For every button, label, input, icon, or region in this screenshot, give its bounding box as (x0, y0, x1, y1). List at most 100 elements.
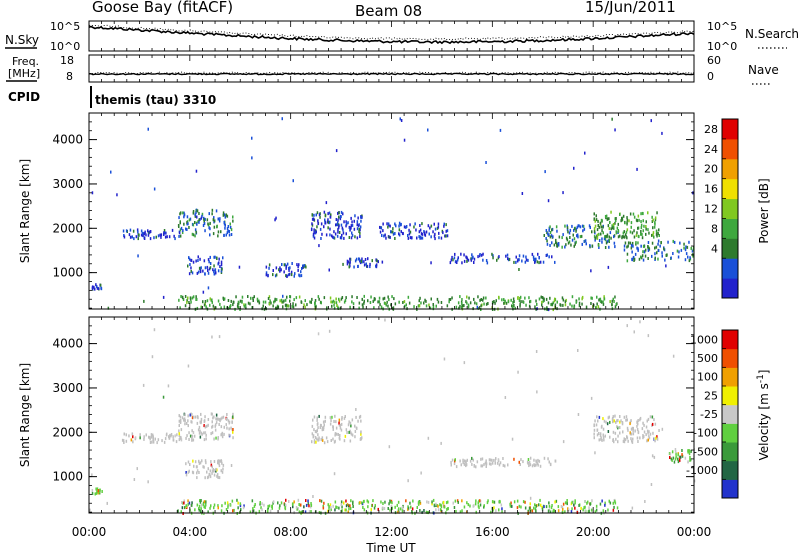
data-cell (498, 255, 500, 259)
data-cell (318, 297, 320, 301)
data-cell (681, 454, 684, 458)
data-cell (243, 304, 246, 308)
data-cell (439, 503, 441, 507)
x-tick-label: 04:00 (173, 525, 208, 539)
data-cell (600, 425, 603, 429)
data-cell (312, 495, 314, 498)
data-cell (569, 228, 572, 232)
velocity-colorbar-tick-label: 25 (704, 389, 718, 402)
data-cell (123, 432, 125, 436)
data-cell (556, 244, 558, 248)
data-cell (476, 305, 479, 309)
data-cell (481, 303, 483, 307)
data-cell (204, 415, 206, 419)
data-cell (163, 229, 166, 232)
data-cell (360, 215, 362, 219)
data-cell (657, 242, 659, 246)
data-cell (344, 508, 346, 512)
data-cell (207, 418, 210, 421)
data-cell (601, 237, 603, 241)
data-cell (575, 229, 577, 233)
data-cell (269, 509, 272, 513)
data-cell (218, 261, 220, 265)
data-cell (96, 487, 99, 491)
data-cell (297, 498, 300, 502)
data-cell (198, 218, 200, 222)
data-cell (241, 295, 244, 299)
data-cell (599, 502, 602, 506)
data-cell (371, 504, 373, 508)
data-cell (433, 234, 436, 238)
data-cell (157, 438, 160, 442)
data-cell (97, 287, 100, 291)
data-cell (588, 509, 590, 513)
data-cell (179, 221, 181, 225)
data-cell (218, 335, 221, 339)
data-cell (549, 244, 551, 247)
data-cell (688, 240, 690, 244)
data-cell (350, 424, 352, 428)
data-cell (430, 297, 432, 301)
data-cell (549, 235, 552, 239)
data-cell (391, 501, 393, 505)
data-cell (99, 488, 101, 492)
data-cell (221, 470, 224, 474)
data-cell (232, 215, 234, 219)
data-cell (466, 458, 468, 462)
data-cell (433, 222, 435, 226)
data-cell (642, 434, 644, 437)
data-cell (449, 298, 452, 301)
data-cell (614, 217, 616, 221)
velocity-ytick-label: 4000 (52, 337, 83, 351)
data-cell (198, 266, 201, 270)
data-cell (348, 507, 350, 511)
data-cell (609, 420, 611, 424)
data-cell (218, 462, 220, 466)
data-cell (601, 438, 603, 442)
data-cell (239, 504, 242, 508)
data-cell (636, 231, 638, 235)
data-cell (184, 419, 186, 423)
data-cell (577, 224, 579, 228)
data-cell (218, 257, 220, 261)
data-cell (562, 303, 564, 307)
data-cell (630, 243, 633, 247)
data-cell (355, 408, 357, 411)
data-cell (499, 461, 502, 465)
data-cell (553, 509, 556, 513)
data-cell (593, 227, 596, 231)
data-cell (473, 504, 475, 508)
data-cell (380, 500, 382, 504)
data-cell (267, 504, 269, 508)
data-cell (203, 438, 206, 442)
data-cell (632, 429, 634, 433)
data-cell (593, 212, 595, 216)
data-cell (546, 239, 548, 243)
data-cell (641, 254, 644, 258)
data-cell (191, 232, 194, 236)
nsearch-trace (88, 24, 695, 41)
data-cell (693, 479, 696, 483)
data-cell (336, 223, 338, 227)
data-cell (303, 264, 305, 268)
data-cell (656, 230, 658, 234)
data-cell (624, 241, 627, 245)
data-cell (564, 501, 567, 505)
data-cell (482, 298, 484, 302)
data-cell (598, 415, 601, 419)
data-cell (366, 499, 368, 503)
data-cell (371, 259, 373, 263)
data-cell (194, 508, 196, 512)
data-cell (310, 228, 313, 232)
data-cell (188, 226, 190, 229)
data-cell (409, 230, 412, 234)
data-cell (355, 415, 357, 419)
data-cell (571, 224, 573, 228)
data-cell (129, 228, 132, 232)
data-cell (273, 300, 275, 304)
data-cell (186, 434, 188, 438)
data-cell (413, 305, 415, 309)
data-cell (195, 465, 198, 469)
data-cell (678, 250, 680, 254)
data-cell (192, 223, 195, 227)
